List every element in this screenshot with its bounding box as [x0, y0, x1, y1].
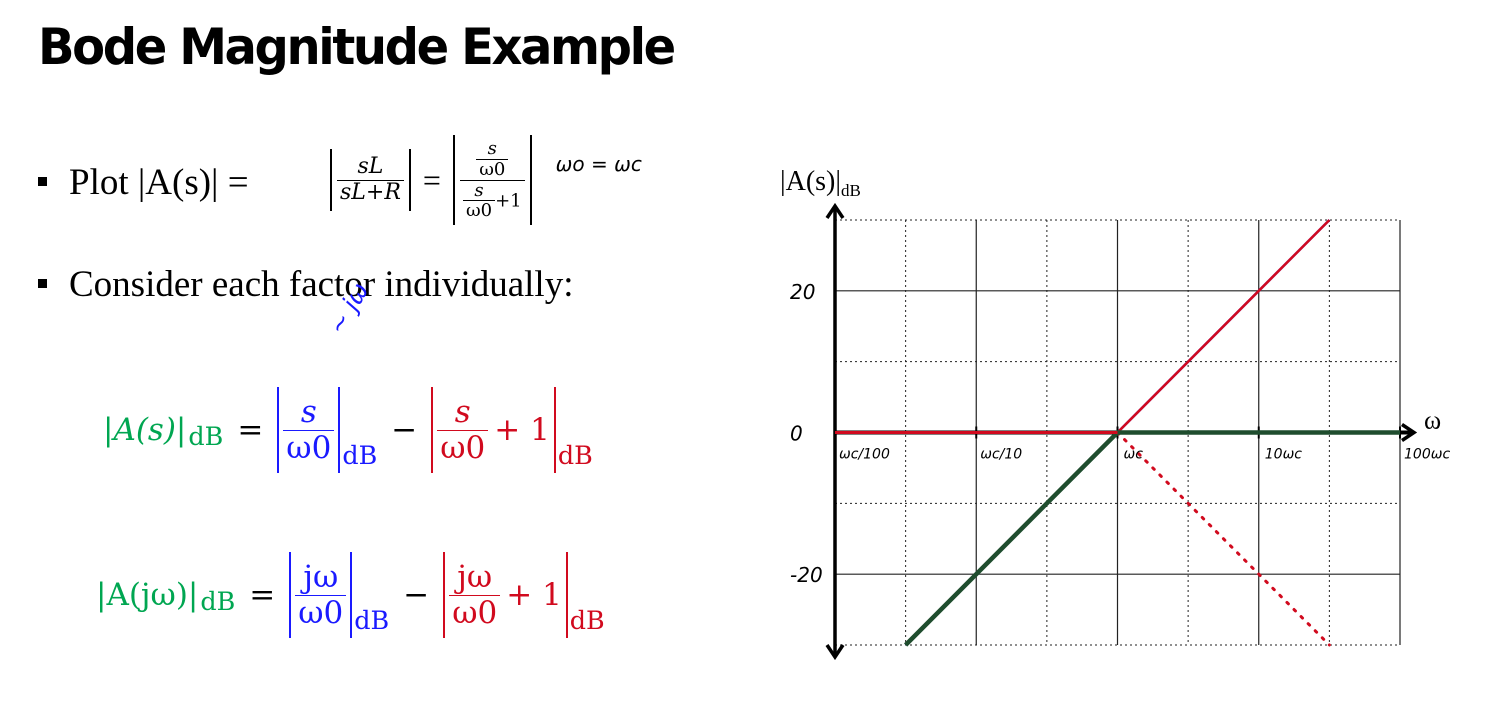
frac-denominator: sL+R — [340, 179, 401, 205]
t1-num: s — [300, 394, 317, 431]
abs-normalized-frac: s ω0 s ω0 +1 — [452, 134, 532, 226]
t1-sub: dB — [342, 440, 378, 471]
y-tick-label: 0 — [790, 422, 803, 446]
bullet-plot: Plot |A(s)| = — [38, 161, 249, 204]
t2-tail: + 1 — [494, 412, 550, 448]
inner-num: s — [487, 137, 497, 159]
x-axis-arrow-icon — [1401, 423, 1418, 442]
bullet-consider: Consider each factor individually: — [38, 263, 574, 306]
lhs-sub: dB — [188, 421, 224, 452]
equation-s-domain: |A(s)| dB = s ω0 dB − s ω0 + 1 dB — [103, 370, 593, 490]
x-tick-label: 100ωc — [1404, 447, 1450, 463]
bode-plot: |A(s)|dB ω 20 0 -20 ωc/100 ωc/10 ωc 10ωc 100ωc — [780, 166, 1450, 661]
series-total_dark_green — [904, 430, 1400, 647]
plus-one: +1 — [495, 189, 522, 211]
plot-series — [835, 219, 1400, 647]
y-axis-label-sub: dB — [841, 181, 861, 200]
t2-tail: + 1 — [506, 577, 562, 613]
bullet-plot-text: Plot |A(s)| = — [69, 162, 249, 203]
t2-num: s — [454, 394, 471, 431]
t2-den: ω0 — [452, 594, 498, 631]
bullet-square-icon — [38, 177, 47, 187]
equation-jw-domain: |A(jω)| dB = jω ω0 dB − jω ω0 + 1 dB — [96, 535, 605, 655]
slide-title: Bode Magnitude Example — [38, 18, 676, 76]
lhs-Ajw: |A(jω)| — [96, 577, 199, 613]
x-tick-label: ωc/10 — [980, 447, 1022, 463]
inner-den: ω0 — [479, 158, 506, 180]
term-jw-over-w0: jω ω0 — [289, 552, 353, 638]
x-tick-label: 10ωc — [1265, 447, 1303, 463]
equation-transfer-function: sL sL+R = s ω0 s ω0 +1 ωo = — [330, 125, 642, 235]
bullet-square-icon — [38, 279, 47, 289]
abs-sL-frac: sL sL+R — [330, 149, 411, 211]
term-s-over-w0: s ω0 — [277, 387, 341, 473]
t2-den: ω0 — [440, 429, 486, 466]
t2-num: jω — [457, 559, 493, 596]
y-tick-label: -20 — [790, 563, 823, 587]
x-tick-label: ωc — [1124, 447, 1144, 463]
inner-den2: ω0 — [465, 200, 493, 222]
y-axis-down-arrow-icon — [825, 644, 845, 661]
x-tick-label: ωc/100 — [839, 447, 890, 463]
frac-numerator: sL — [357, 154, 384, 180]
t2-sub: dB — [569, 605, 605, 636]
t1-num: jω — [303, 559, 339, 596]
t1-sub: dB — [354, 605, 390, 636]
handwritten-omega-note: ωo = ωc — [555, 152, 642, 176]
series-red_pole — [835, 219, 1331, 434]
y-axis-up-arrow-icon — [825, 202, 845, 219]
x-axis-label: ω — [1424, 406, 1441, 435]
series-red_pole_dotted — [1116, 431, 1331, 647]
inner-num2: s — [474, 179, 484, 201]
t1-den: ω0 — [286, 429, 332, 466]
y-axis-label: |A(s)|dB — [780, 166, 861, 200]
plot-labels: |A(s)|dB ω 20 0 -20 ωc/100 ωc/10 ωc 10ωc 100ωc — [780, 166, 1450, 587]
term-pole: s ω0 + 1 — [431, 387, 556, 473]
lhs-sub: dB — [200, 586, 236, 617]
t1-den: ω0 — [298, 594, 344, 631]
term-pole-jw: jω ω0 + 1 — [443, 552, 568, 638]
y-tick-label: 20 — [790, 280, 815, 304]
lhs-As: |A(s)| — [103, 412, 187, 448]
t2-sub: dB — [557, 440, 593, 471]
bullet-consider-text: Consider each factor individually: — [69, 264, 574, 305]
